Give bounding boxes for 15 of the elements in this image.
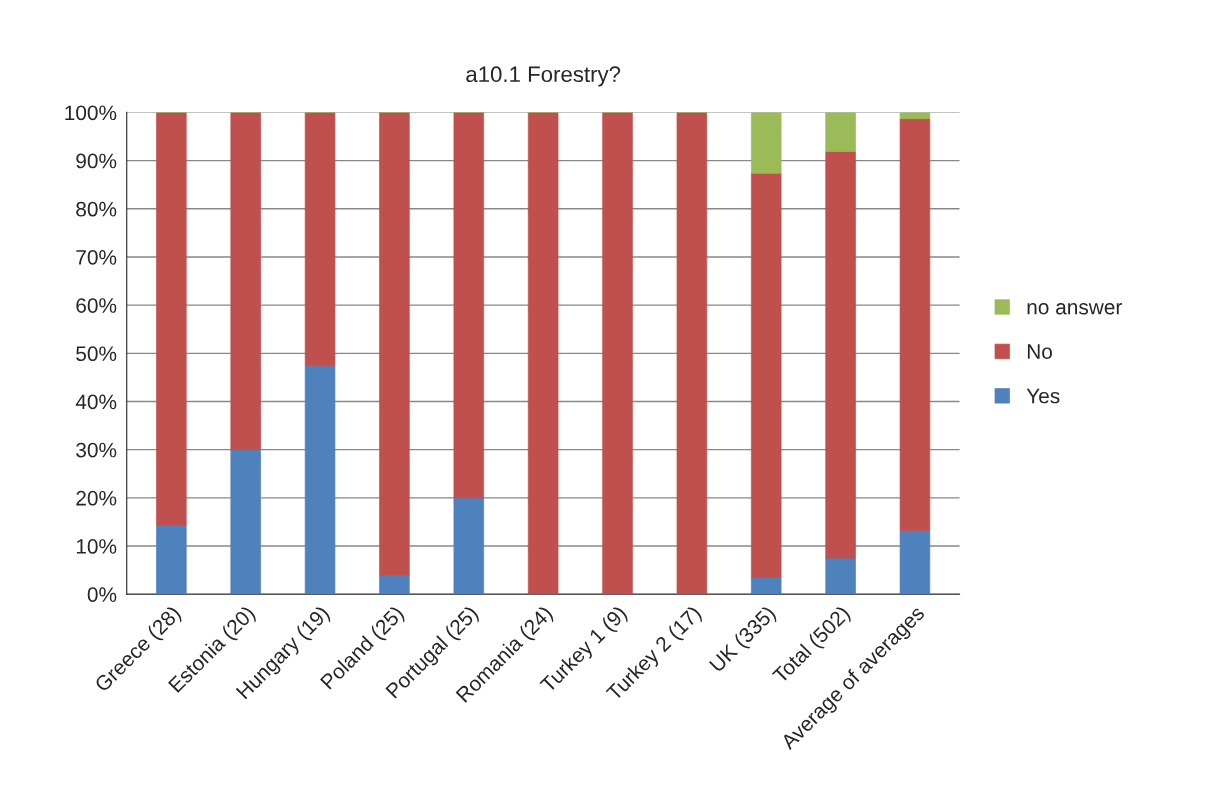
y-tick-label: 30%: [76, 442, 117, 458]
y-tick-label: 90%: [76, 153, 117, 169]
y-tick-label: 60%: [76, 298, 117, 313]
legend-label: no answer: [1027, 303, 1122, 315]
y-tick-label: 50%: [76, 346, 117, 362]
y-tick-label: 20%: [76, 490, 117, 506]
y-tick-label: 10%: [76, 539, 117, 554]
y-tick-label: 80%: [76, 201, 117, 217]
y-tick-label: 0%: [87, 587, 117, 602]
y-tick-label: 70%: [76, 249, 117, 265]
legend-label: No: [1027, 344, 1052, 359]
legend-label: Yes: [1026, 388, 1060, 404]
y-tick-label: 100%: [65, 105, 117, 121]
chart-title: a10.1 Forestry?: [466, 66, 621, 87]
y-tick-label: 40%: [75, 394, 117, 410]
